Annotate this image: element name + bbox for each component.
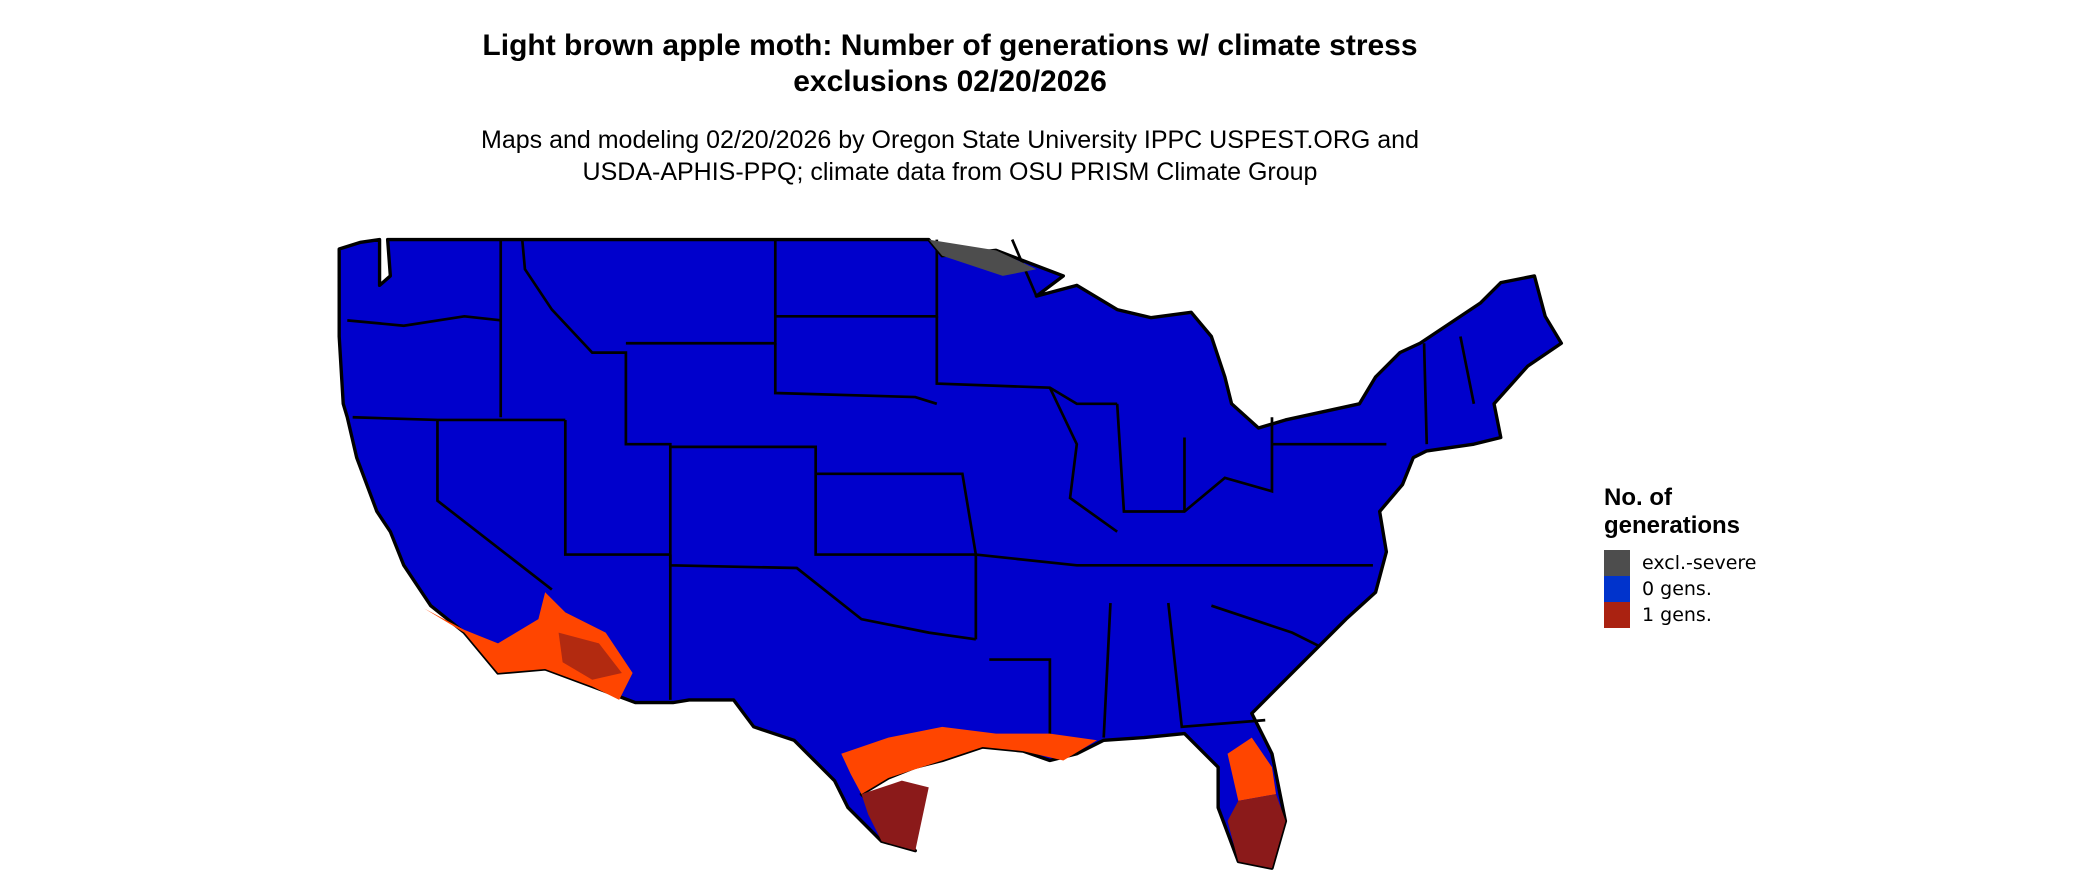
- title-line-2: exclusions 02/20/2026: [793, 65, 1107, 98]
- legend-swatch: [1604, 602, 1630, 628]
- zone-high-tx: [861, 780, 929, 851]
- generation-zones: [423, 239, 1286, 869]
- zone-low-fl: [1227, 737, 1277, 801]
- legend: No. of generations excl.-severe 0 gens. …: [1604, 484, 1757, 628]
- zone-high-fl: [1227, 794, 1286, 869]
- zone-low-gulf-tx: [841, 726, 1097, 795]
- legend-item-1-gens: 1 gens.: [1604, 602, 1757, 628]
- zone-excluded-mn: [928, 239, 1037, 276]
- legend-label: 0 gens.: [1642, 578, 1712, 600]
- zone-low-socal: [423, 592, 633, 700]
- subtitle-line-1: Maps and modeling 02/20/2026 by Oregon S…: [481, 126, 1419, 154]
- legend-item-excluded: excl.-severe: [1604, 550, 1757, 576]
- legend-label: 1 gens.: [1642, 604, 1712, 626]
- legend-swatch: [1604, 576, 1630, 602]
- zone-mid-az: [558, 632, 622, 680]
- subtitle-line-2: USDA-APHIS-PPQ; climate data from OSU PR…: [582, 158, 1318, 186]
- legend-title-line-2: generations: [1604, 512, 1741, 539]
- title-line-1: Light brown apple moth: Number of genera…: [482, 29, 1418, 62]
- map-subtitle: Maps and modeling 02/20/2026 by Oregon S…: [300, 124, 1600, 188]
- state-borders: [347, 239, 1476, 754]
- legend-item-0-gens: 0 gens.: [1604, 576, 1757, 602]
- legend-swatch: [1604, 550, 1630, 576]
- map-title: Light brown apple moth: Number of genera…: [300, 28, 1600, 100]
- legend-label: excl.-severe: [1642, 552, 1757, 574]
- legend-title: No. of generations: [1604, 484, 1757, 540]
- legend-title-line-1: No. of: [1604, 484, 1672, 511]
